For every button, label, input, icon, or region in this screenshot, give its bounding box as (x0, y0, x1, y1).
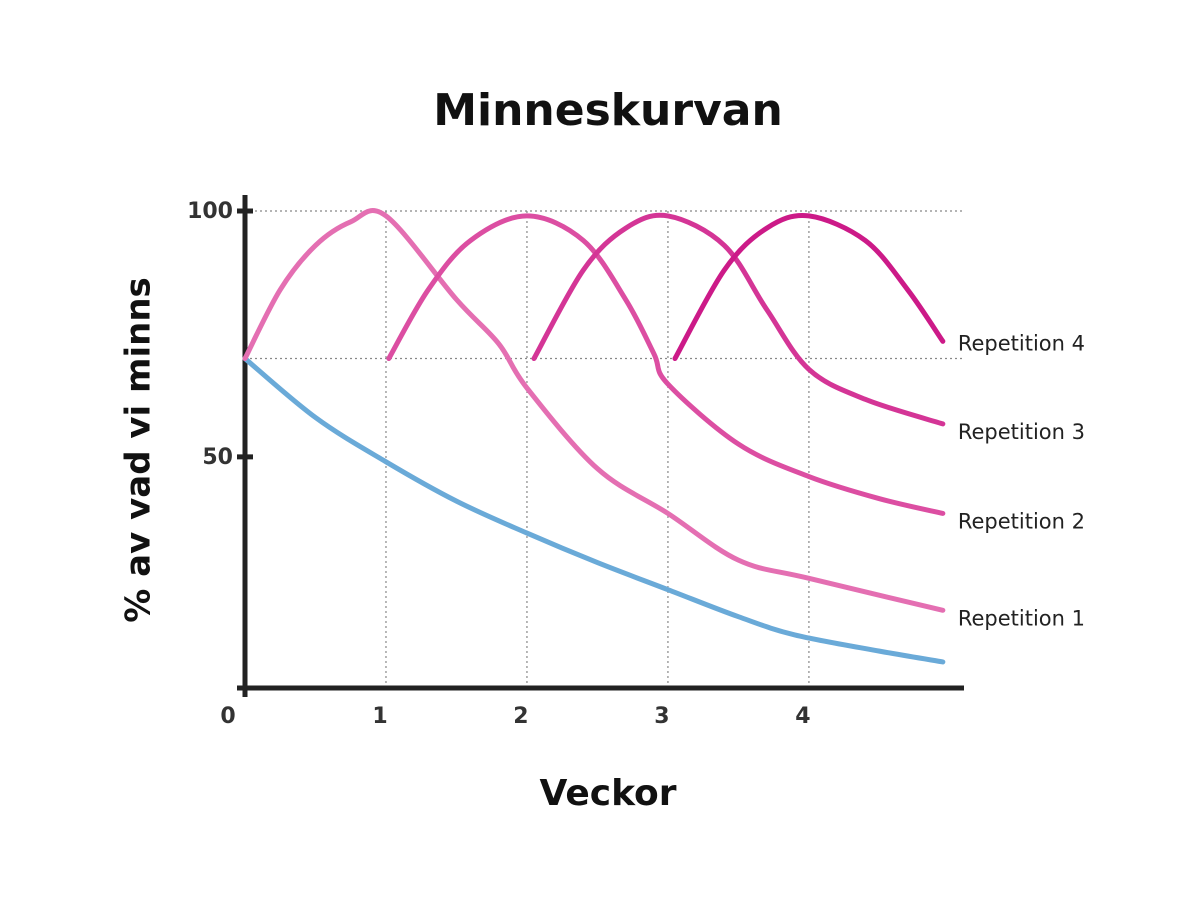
x-tick-label: 3 (654, 704, 669, 729)
y-tick-label: 100 (187, 199, 233, 224)
x-tick-label: 0 (220, 704, 235, 729)
data-line (531, 212, 946, 427)
data-line (386, 213, 946, 516)
data-line (242, 208, 946, 613)
x-tick-label: 1 (372, 704, 387, 729)
x-axis-label: Veckor (539, 773, 676, 814)
x-tick-label: 4 (795, 704, 810, 729)
chart-title: Minneskurvan (433, 85, 783, 136)
series-label: Repetition 3 (958, 420, 1085, 444)
y-tick-label: 50 (202, 445, 233, 470)
series-label: Repetition 1 (958, 606, 1085, 630)
x-tick-label: 2 (513, 704, 528, 729)
series-label: Repetition 2 (958, 509, 1085, 533)
data-line (672, 212, 946, 362)
y-axis-label: % av vad vi minns (119, 277, 159, 623)
data-line (242, 356, 946, 665)
series-label: Repetition 4 (958, 331, 1085, 355)
